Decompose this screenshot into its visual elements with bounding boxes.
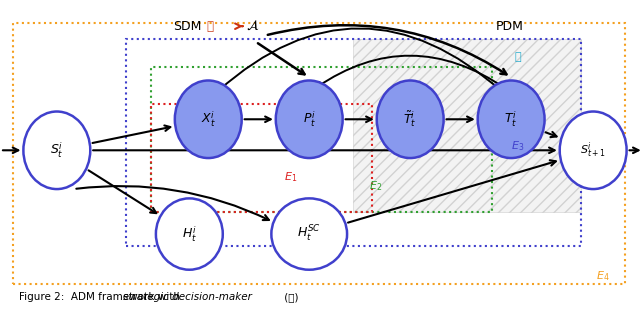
Text: $E_2$: $E_2$ <box>369 179 382 193</box>
Text: SDM: SDM <box>173 20 202 33</box>
Text: Figure 2:  ADM framework with: Figure 2: ADM framework with <box>19 292 183 302</box>
Bar <box>152 104 372 212</box>
Text: PDM: PDM <box>495 20 524 33</box>
Text: (👥): (👥) <box>281 292 298 302</box>
Text: $T_t^i$: $T_t^i$ <box>504 110 518 129</box>
Ellipse shape <box>276 80 342 158</box>
Text: $\mathcal{A}$: $\mathcal{A}$ <box>246 19 259 33</box>
Text: $H_t^{SC}$: $H_t^{SC}$ <box>297 224 321 244</box>
Text: $X_t^i$: $X_t^i$ <box>201 110 216 129</box>
Text: 🧍: 🧍 <box>514 52 521 62</box>
Ellipse shape <box>175 80 242 158</box>
Ellipse shape <box>477 80 545 158</box>
Text: $E_1$: $E_1$ <box>284 170 297 183</box>
Ellipse shape <box>156 198 223 270</box>
Text: $E_3$: $E_3$ <box>511 139 524 152</box>
Ellipse shape <box>271 198 347 270</box>
Text: $S_t^i$: $S_t^i$ <box>50 141 63 160</box>
Ellipse shape <box>560 111 627 189</box>
Text: $E_4$: $E_4$ <box>596 269 610 283</box>
Ellipse shape <box>377 80 444 158</box>
Bar <box>13 23 625 284</box>
Text: $H_t^i$: $H_t^i$ <box>182 224 197 244</box>
Text: $P_t^i$: $P_t^i$ <box>303 110 316 129</box>
Text: 👥: 👥 <box>206 20 213 33</box>
Ellipse shape <box>24 111 90 189</box>
Text: strategic decision-maker: strategic decision-maker <box>123 292 252 302</box>
Bar <box>353 38 580 212</box>
Bar <box>126 38 580 246</box>
Text: $S_{t+1}^i$: $S_{t+1}^i$ <box>580 141 606 160</box>
Text: $\tilde{T}_t^i$: $\tilde{T}_t^i$ <box>403 109 417 129</box>
Bar <box>152 67 492 212</box>
